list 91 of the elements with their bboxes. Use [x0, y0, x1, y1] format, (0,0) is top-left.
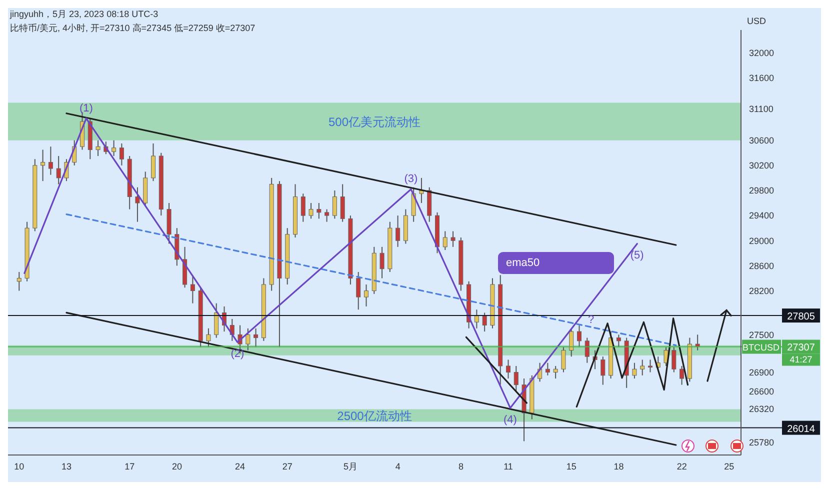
candlestick — [474, 309, 479, 329]
candlestick — [380, 246, 384, 279]
y-tick-label: 25780 — [749, 438, 774, 448]
candlestick — [119, 142, 124, 166]
candlestick — [506, 359, 510, 380]
x-tick-label: 5月 — [343, 461, 358, 472]
y-tick-label: 29800 — [749, 186, 774, 196]
x-tick-label: 20 — [172, 461, 182, 472]
y-tick-label: 28200 — [749, 286, 774, 296]
candlestick — [396, 215, 400, 248]
annotation: (5) — [630, 250, 644, 262]
candlestick — [450, 230, 456, 248]
candlestick — [561, 346, 566, 373]
y-tick-label: 27500 — [749, 330, 774, 340]
ref-line-label: 27307 — [787, 342, 816, 354]
candlestick — [545, 362, 550, 376]
candlestick — [584, 337, 590, 364]
y-tick-label: 31600 — [749, 72, 774, 83]
y-tick-label: 29000 — [749, 236, 774, 246]
candlestick — [48, 146, 53, 176]
candlestick — [254, 328, 258, 348]
ref-line-label: 26014 — [787, 424, 816, 435]
candlestick — [576, 324, 582, 348]
candlestick — [364, 284, 368, 307]
x-tick-label: 27 — [282, 461, 292, 472]
candlestick — [190, 274, 195, 304]
y-tick-label: 26900 — [749, 367, 774, 378]
annotation: BTCUSD — [742, 342, 780, 353]
x-tick-label: 10 — [14, 461, 24, 472]
y-tick-label: 26600 — [749, 386, 774, 396]
x-tick-label: 17 — [124, 461, 135, 472]
y-tick-label: 31100 — [749, 104, 774, 114]
annotation: (3) — [404, 173, 418, 186]
candlestick — [419, 177, 424, 204]
candlestick — [553, 365, 558, 380]
candlestick — [56, 155, 61, 185]
x-tick-label: 13 — [62, 461, 72, 472]
y-tick-label: 32000 — [749, 48, 774, 58]
y-tick-label: 30600 — [749, 136, 774, 146]
candlestick — [442, 230, 448, 251]
x-tick-label: 11 — [504, 461, 513, 472]
candlestick — [600, 356, 606, 386]
x-tick-label: 25 — [724, 461, 734, 472]
x-tick-label: 18 — [614, 461, 624, 472]
annotation: ? — [588, 314, 594, 326]
y-tick-label: 28600 — [749, 260, 774, 271]
y-tick-label: 29400 — [749, 210, 774, 221]
candlestick — [151, 142, 156, 182]
annotation: (2) — [230, 348, 244, 360]
x-tick-label: 8 — [458, 461, 464, 472]
candlestick — [340, 184, 345, 222]
y-tick-label: 26320 — [749, 404, 774, 414]
candlestick — [332, 190, 337, 220]
candlestick — [206, 328, 211, 348]
annotation: (4) — [504, 414, 517, 426]
candlestick — [514, 365, 518, 392]
band-label: 500亿美元流动性 — [328, 114, 421, 129]
callout-box: ema50 — [498, 252, 614, 274]
candlestick — [672, 346, 676, 373]
candlestick — [16, 271, 22, 292]
x-tick-label: 4 — [395, 461, 400, 472]
chart-subtitle: 比特币/美元, 4小时, 开=27310 高=27345 低=27259 收=27307 — [10, 22, 256, 35]
candlestick — [569, 328, 574, 358]
candlestick — [632, 362, 637, 380]
candlestick — [648, 359, 652, 373]
candlestick — [40, 149, 46, 182]
text: 41:27 — [790, 354, 812, 365]
candlestick — [356, 271, 361, 310]
candlestick — [112, 140, 116, 156]
candlestick — [680, 365, 684, 386]
candlestick — [246, 328, 250, 351]
candlestick — [664, 346, 668, 366]
x-tick-label: 24 — [235, 461, 246, 472]
candlestick — [214, 302, 219, 338]
candlestick — [96, 140, 100, 156]
candlestick — [316, 202, 322, 220]
ref-line-label: 27805 — [787, 312, 816, 323]
candlestick — [308, 202, 314, 220]
y-axis-title: USD — [747, 16, 766, 26]
chart-title: jingyuhh，5月 23, 2023 08:18 UTC-3 — [10, 8, 158, 21]
candlestick — [616, 334, 621, 348]
x-tick-label: 15 — [566, 461, 576, 472]
candlestick — [324, 208, 330, 222]
candlestick — [482, 312, 487, 332]
y-tick-label: 30200 — [749, 160, 774, 171]
candlestick — [135, 186, 140, 222]
band-label: 2500亿流动性 — [337, 408, 412, 423]
candlestick — [300, 193, 306, 222]
annotation: (1) — [80, 102, 93, 114]
x-tick-label: 22 — [676, 461, 687, 472]
candlestick — [640, 359, 645, 376]
